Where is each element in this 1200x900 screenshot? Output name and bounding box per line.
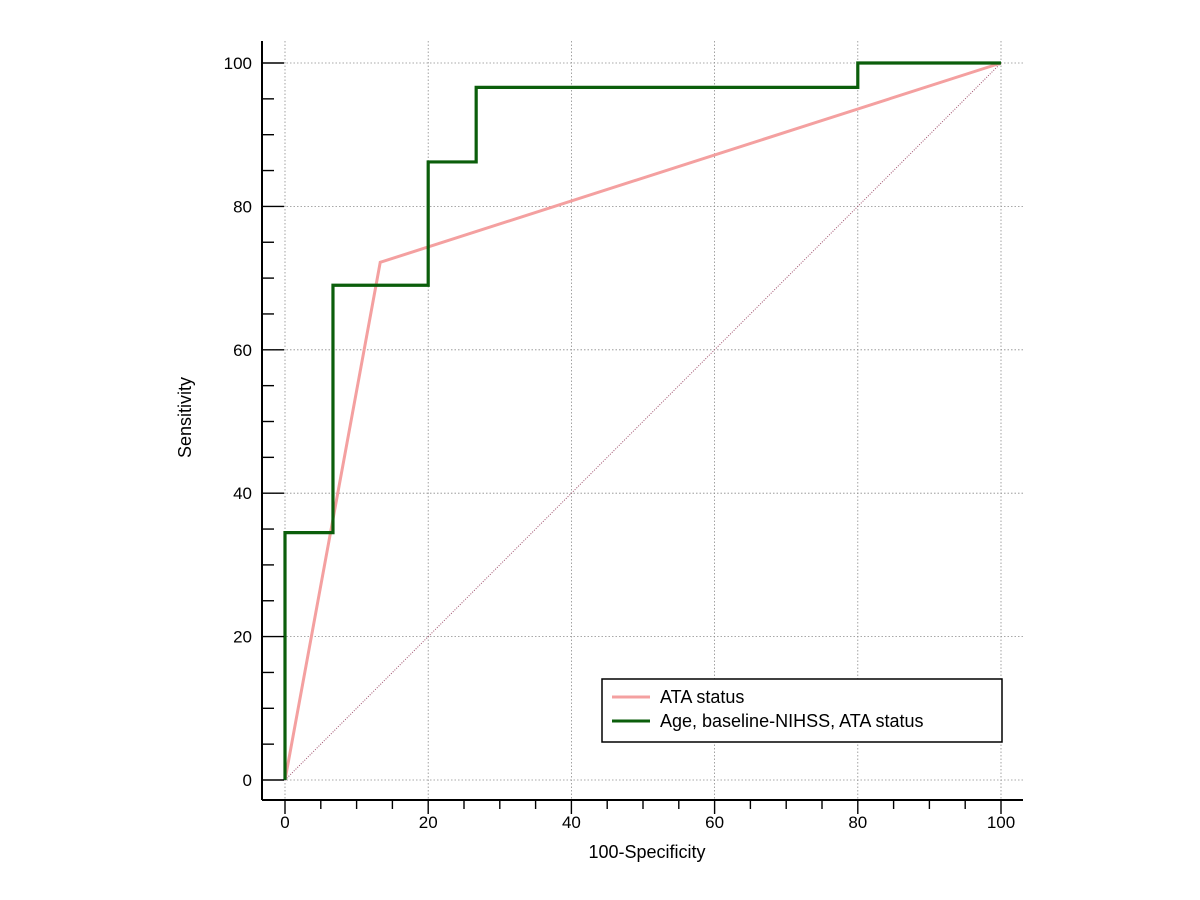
y-tick-label-40: 40 xyxy=(233,484,252,503)
y-tick-label-80: 80 xyxy=(233,197,252,216)
y-tick-label-100: 100 xyxy=(224,54,252,73)
grid-lines xyxy=(262,41,1023,800)
y-tick-label-0: 0 xyxy=(243,771,252,790)
series-line-1 xyxy=(283,61,1001,780)
series-line-0 xyxy=(283,61,1002,781)
legend-box xyxy=(601,678,1003,743)
x-tick-label-60: 60 xyxy=(705,813,724,832)
y-tick-label-20: 20 xyxy=(233,628,252,647)
y-axis-title: Sensitivity xyxy=(175,377,195,458)
legend-label-combined-model: Age, baseline-NIHSS, ATA status xyxy=(660,711,923,731)
x-axis-title: 100-Specificity xyxy=(588,842,705,862)
x-tick-label-100: 100 xyxy=(987,813,1015,832)
legend-label-ata-status: ATA status xyxy=(660,687,744,707)
x-tick-label-40: 40 xyxy=(562,813,581,832)
legend: ATA status Age, baseline-NIHSS, ATA stat… xyxy=(601,678,1003,743)
axis-ticks: 0 20 40 60 80 100 0 20 40 60 80 100 xyxy=(224,54,1016,832)
x-tick-label-80: 80 xyxy=(848,813,867,832)
reference-diagonal-line xyxy=(284,62,1002,781)
x-tick-label-20: 20 xyxy=(419,813,438,832)
x-tick-label-0: 0 xyxy=(280,813,289,832)
y-tick-label-60: 60 xyxy=(233,341,252,360)
series-lines xyxy=(283,61,1002,781)
